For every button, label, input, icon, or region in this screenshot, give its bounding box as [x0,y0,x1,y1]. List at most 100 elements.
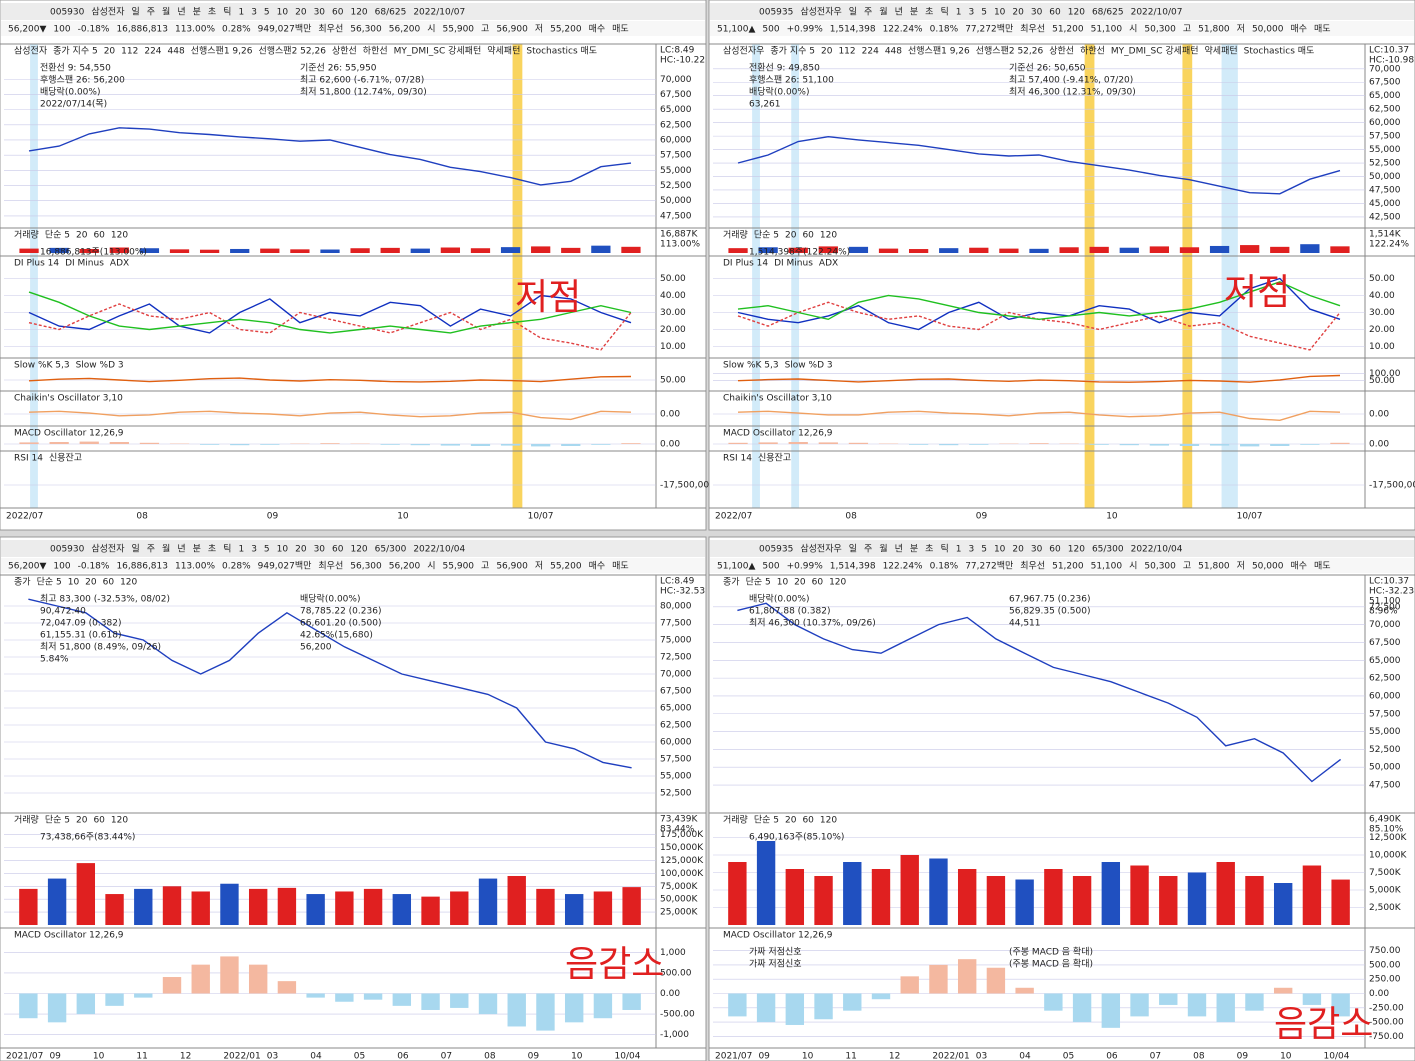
toolbar-item[interactable]: 고 [1183,562,1191,572]
toolbar-item[interactable]: 주 [147,7,155,18]
toolbar-item[interactable]: 2022/10/04 [413,545,465,555]
toolbar-item[interactable]: 20 [295,545,307,555]
toolbar-item[interactable]: 고 [481,25,489,35]
toolbar-item[interactable]: 년 [895,7,903,18]
toolbar-item[interactable]: 51,100▲ [717,25,755,35]
toolbar-item[interactable]: 120 [350,545,367,555]
toolbar-item[interactable]: 51,200 [1052,25,1084,35]
toolbar-item[interactable]: 1 [238,8,244,18]
toolbar-item[interactable]: 120 [1068,545,1085,555]
toolbar-item[interactable]: 65/300 [375,545,407,555]
toolbar-item[interactable]: 1,514,398 [830,25,876,35]
toolbar-item[interactable]: 초 [925,544,933,555]
toolbar-item[interactable]: 50,000 [1252,562,1284,572]
toolbar-item[interactable]: 0.18% [930,25,959,35]
toolbar-item[interactable]: 10 [994,8,1006,18]
toolbar-item[interactable]: 5 [264,545,270,555]
toolbar-item[interactable]: 55,200 [550,25,582,35]
toolbar-item[interactable]: 5 [981,8,987,18]
toolbar-item[interactable]: 일 [849,544,857,555]
toolbar-item[interactable]: 51,100 [1091,562,1123,572]
toolbar-item[interactable]: 16,886,813 [116,25,168,35]
toolbar-item[interactable]: 3 [968,8,974,18]
toolbar-item[interactable]: 0.28% [222,562,251,572]
toolbar-item[interactable]: 949,027백만 [258,24,312,35]
toolbar-item[interactable]: 매수 [1290,561,1307,572]
toolbar-item[interactable]: 주 [864,7,872,18]
toolbar-item[interactable]: 20 [295,8,307,18]
toolbar-item[interactable]: 2022/10/07 [413,8,465,18]
toolbar-item[interactable]: -0.18% [78,25,110,35]
toolbar-item[interactable]: 초 [208,7,216,18]
toolbar-item[interactable]: 60 [1049,8,1061,18]
toolbar-item[interactable]: 년 [895,544,903,555]
toolbar-item[interactable]: 20 [1012,8,1024,18]
toolbar-item[interactable]: 51,100 [1091,25,1123,35]
toolbar-item[interactable]: 68/625 [1092,8,1124,18]
toolbar-item[interactable]: 949,027백만 [258,561,312,572]
toolbar-item[interactable]: 005930 [50,8,85,18]
toolbar-item[interactable]: 시 [427,24,435,35]
toolbar-item[interactable]: 매수 [589,24,606,35]
toolbar-item[interactable]: 50,300 [1144,562,1176,572]
toolbar-item[interactable]: 2022/10/04 [1131,545,1183,555]
toolbar-item[interactable]: 16,886,813 [116,562,168,572]
toolbar-item[interactable]: 시 [427,561,435,572]
toolbar-item[interactable]: 77,272백만 [965,561,1013,572]
toolbar-item[interactable]: 최우선 [1020,24,1045,35]
toolbar-item[interactable]: 30 [314,545,326,555]
toolbar-item[interactable]: 매도 [1314,24,1331,35]
toolbar-item[interactable]: 틱 [940,543,948,555]
toolbar-item[interactable]: 최우선 [318,561,343,572]
toolbar-item[interactable]: 년 [177,7,185,18]
toolbar-item[interactable]: 56,300 [350,562,382,572]
toolbar-item[interactable]: 매도 [1314,561,1331,572]
toolbar-item[interactable]: 삼성전자우 [800,544,841,555]
toolbar-item[interactable]: 삼성전자우 [800,7,841,18]
toolbar-item[interactable]: 틱 [223,6,231,18]
toolbar-item[interactable]: 분 [910,7,918,18]
toolbar-item[interactable]: 77,272백만 [965,24,1013,35]
toolbar-item[interactable]: 일 [849,7,857,18]
toolbar-item[interactable]: 고 [1183,25,1191,35]
toolbar-item[interactable]: 60 [1049,545,1061,555]
toolbar-item[interactable]: 3 [968,545,974,555]
toolbar-item[interactable]: 113.00% [175,562,215,572]
toolbar-item[interactable]: 56,300 [350,25,382,35]
toolbar-item[interactable]: 월 [879,543,887,555]
toolbar-item[interactable]: 최우선 [1020,561,1045,572]
toolbar-item[interactable]: 1 [238,545,244,555]
toolbar-item[interactable]: 3 [251,8,257,18]
toolbar-item[interactable]: 65/300 [1092,545,1124,555]
toolbar-item[interactable]: 매도 [612,24,629,35]
toolbar-item[interactable]: 100 [53,25,70,35]
toolbar-item[interactable]: 월 [162,543,170,555]
toolbar-item[interactable]: 삼성전자 [91,544,125,555]
toolbar-item[interactable]: 5 [264,8,270,18]
toolbar-item[interactable]: 100 [53,562,70,572]
toolbar-item[interactable]: 50,000 [1252,25,1284,35]
toolbar-item[interactable]: 10 [277,545,289,555]
toolbar-item[interactable]: 113.00% [175,25,215,35]
toolbar-item[interactable]: 0.28% [222,25,251,35]
toolbar-item[interactable]: 60 [332,8,344,18]
toolbar-item[interactable]: 51,800 [1198,25,1230,35]
toolbar-item[interactable]: +0.99% [787,25,824,35]
toolbar-item[interactable]: 0.18% [930,562,959,572]
toolbar-item[interactable]: 매수 [589,561,606,572]
toolbar-item[interactable]: 고 [481,562,489,572]
toolbar-item[interactable]: 일 [131,7,139,18]
toolbar-item[interactable]: 10 [994,545,1006,555]
toolbar-item[interactable]: 월 [879,6,887,18]
toolbar-item[interactable]: 56,200 [389,562,421,572]
toolbar-item[interactable]: 저 [535,24,543,35]
toolbar-item[interactable]: 51,200 [1052,562,1084,572]
toolbar-item[interactable]: 년 [177,544,185,555]
toolbar-item[interactable]: 120 [350,8,367,18]
toolbar-item[interactable]: 55,200 [550,562,582,572]
toolbar-item[interactable]: 56,900 [496,562,528,572]
toolbar-item[interactable]: 저 [1237,24,1245,35]
toolbar-item[interactable]: 51,100▲ [717,562,755,572]
toolbar-item[interactable]: 60 [332,545,344,555]
toolbar-item[interactable]: 저 [1237,561,1245,572]
